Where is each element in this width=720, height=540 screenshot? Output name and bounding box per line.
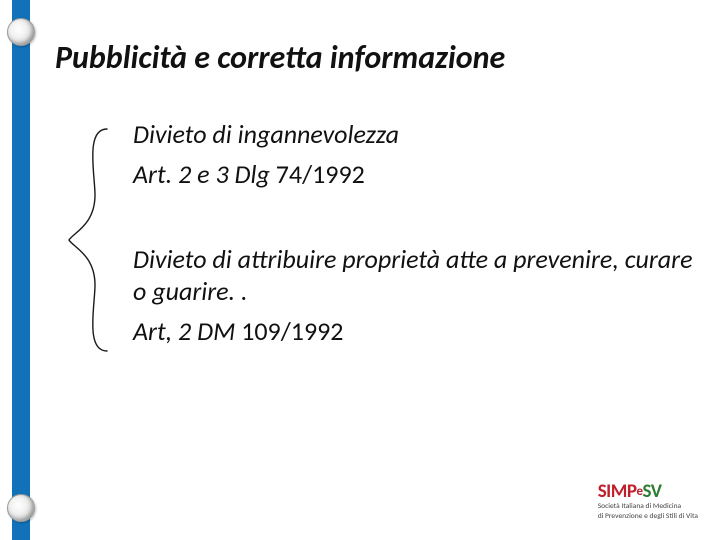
binder-hole-bottom-icon [7,494,35,522]
footer-logo: SIMPeSV Società Italiana di Medicina di … [598,482,698,522]
block2-line2: Art, 2 DM 109/1992 [133,316,700,348]
logo-part1: SIMP [598,480,637,503]
logo-subtitle-1: Società Italiana di Medicina [598,503,698,512]
slide-content: Pubblicità e corretta informazione Divie… [55,40,700,355]
logo-part2: SV [643,480,662,503]
vertical-gap [133,198,700,244]
side-rail [12,0,30,540]
block2-line1: Divieto di attribuire proprietà atte a p… [133,244,700,307]
left-brace-icon [65,125,113,355]
slide-title: Pubblicità e corretta informazione [55,40,700,77]
block1-line2-plain: 74/1992 [276,158,365,190]
block1-line2-italic: Art. 2 e 3 Dlg [133,158,276,190]
body-block: Divieto di ingannevolezza Art. 2 e 3 Dlg… [55,119,700,348]
block2-line2-plain: 109/1992 [241,315,343,347]
logo-acronym: SIMPeSV [598,482,698,501]
binder-hole-top-icon [7,18,35,46]
block1-line2: Art. 2 e 3 Dlg 74/1992 [133,159,700,191]
logo-subtitle-2: di Prevenzione e degli Stili di Vita [598,513,698,522]
block1-line1: Divieto di ingannevolezza [133,119,700,151]
block2-line2-italic: Art, 2 DM [133,315,241,347]
